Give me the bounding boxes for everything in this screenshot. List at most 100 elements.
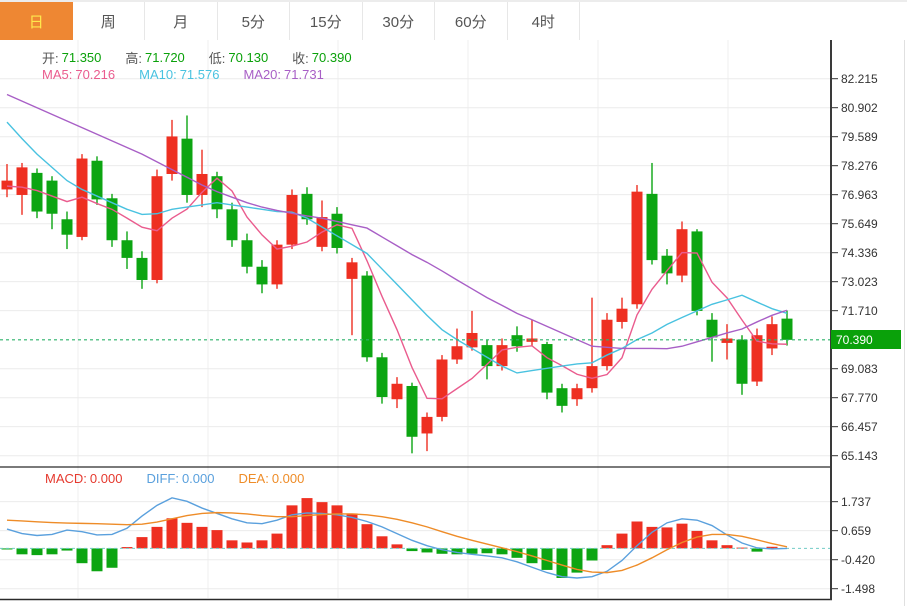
macd-histogram-bar bbox=[571, 548, 583, 573]
macd-histogram-bar bbox=[451, 548, 463, 555]
macd-histogram-bar bbox=[46, 548, 58, 555]
dea-line bbox=[6, 511, 788, 574]
candle-body bbox=[46, 180, 58, 214]
y-axis-tick-label: 80.902 bbox=[841, 101, 878, 115]
candle-body bbox=[301, 193, 313, 220]
candle-body bbox=[286, 194, 298, 245]
macd-histogram-bar bbox=[121, 547, 133, 549]
macd-histogram-bar bbox=[661, 527, 673, 549]
candle-body bbox=[106, 198, 118, 241]
macd-histogram-bar bbox=[466, 548, 478, 554]
high-value: 71.720 bbox=[145, 50, 185, 65]
macd-histogram-bar bbox=[436, 548, 448, 554]
macd-histogram-bar bbox=[1, 548, 13, 550]
ma5-readout: MA5: 70.216 bbox=[42, 67, 115, 82]
candle-body bbox=[31, 172, 43, 212]
macd-axis-tick-label: 0.659 bbox=[841, 524, 871, 538]
interval-tab-5min[interactable]: 5分 bbox=[217, 2, 290, 40]
close-readout: 收: 70.390 bbox=[292, 48, 351, 67]
macd-histogram-bar bbox=[151, 526, 163, 549]
macd-histogram-bar bbox=[496, 548, 508, 555]
macd-value-readout: MACD: 0.000 bbox=[45, 471, 122, 486]
interval-tab-60min[interactable]: 60分 bbox=[435, 2, 508, 40]
macd-histogram-bar bbox=[391, 544, 403, 549]
macd-histogram-bar bbox=[556, 548, 568, 578]
macd-histogram-bar bbox=[76, 548, 88, 564]
close-value: 70.390 bbox=[311, 50, 352, 65]
candle-body bbox=[421, 416, 433, 434]
macd-histogram-bar bbox=[376, 536, 388, 549]
candle-body bbox=[556, 388, 568, 406]
interval-tab-month[interactable]: 月 bbox=[145, 2, 218, 40]
macd-histogram-bar bbox=[601, 545, 613, 549]
ma5-label: MA5: bbox=[42, 67, 73, 82]
ma10-line bbox=[6, 121, 788, 374]
macd-histogram-bar bbox=[256, 540, 268, 549]
macd-histogram-bar bbox=[226, 540, 238, 549]
macd-histogram-bar bbox=[346, 513, 358, 549]
low-value: 70.130 bbox=[228, 50, 269, 65]
macd-histogram-bar bbox=[616, 533, 628, 549]
candle-body bbox=[526, 338, 538, 342]
macd-histogram-bar bbox=[316, 502, 328, 549]
candle-body bbox=[496, 345, 508, 367]
macd-histogram-bar bbox=[421, 548, 433, 553]
macd-axis-tick-label: 1.737 bbox=[841, 495, 871, 509]
macd-histogram-bar bbox=[181, 522, 193, 549]
ma5-value: 70.216 bbox=[75, 67, 116, 82]
diff-line bbox=[6, 497, 788, 579]
ma20-value: 71.731 bbox=[284, 67, 324, 82]
interval-tab-30min[interactable]: 30分 bbox=[362, 2, 435, 40]
interval-tab-day[interactable]: 日 bbox=[0, 2, 73, 40]
candle-body bbox=[151, 176, 163, 280]
macd-histogram-bar bbox=[61, 548, 73, 551]
macd-histogram-bar bbox=[301, 498, 313, 549]
candle-body bbox=[136, 257, 148, 280]
candle-body bbox=[211, 176, 223, 210]
macd-histogram-bar bbox=[361, 524, 373, 549]
macd-histogram-bar bbox=[331, 505, 343, 549]
candle-body bbox=[721, 338, 733, 343]
high-readout: 高: 71.720 bbox=[125, 48, 184, 67]
close-label: 收: bbox=[292, 51, 309, 66]
candle-body bbox=[451, 346, 463, 360]
y-axis-tick-label: 71.710 bbox=[841, 304, 878, 318]
macd-histogram-bar bbox=[196, 526, 208, 549]
open-value: 71.350 bbox=[61, 50, 102, 65]
y-axis-tick-label: 66.457 bbox=[841, 420, 878, 434]
y-axis-tick-label: 78.276 bbox=[841, 159, 878, 173]
y-axis-tick-label: 74.336 bbox=[841, 246, 878, 260]
candle-body bbox=[346, 262, 358, 279]
ma20-readout: MA20: 71.731 bbox=[243, 67, 323, 82]
ma20-line bbox=[6, 93, 788, 350]
macd-histogram-bar bbox=[91, 548, 103, 572]
ma10-value: 71.576 bbox=[179, 67, 220, 82]
candle-body bbox=[601, 319, 613, 367]
y-axis-tick-label: 82.215 bbox=[841, 72, 878, 86]
macd-histogram-bar bbox=[706, 540, 718, 549]
candle-body bbox=[361, 275, 373, 358]
candle-body bbox=[511, 335, 523, 347]
macd-histogram-bar bbox=[586, 548, 598, 561]
ma10-readout: MA10: 71.576 bbox=[139, 67, 219, 82]
interval-tab-4hour[interactable]: 4时 bbox=[507, 2, 580, 40]
candle-body bbox=[436, 359, 448, 417]
candle-body bbox=[226, 209, 238, 241]
y-axis-tick-label: 67.770 bbox=[841, 391, 878, 405]
candle-body bbox=[706, 319, 718, 338]
candle-body bbox=[691, 231, 703, 311]
y-axis-tick-label: 65.143 bbox=[841, 449, 878, 463]
last-price-value: 70.390 bbox=[836, 332, 873, 347]
high-label: 高: bbox=[125, 51, 143, 66]
macd-histogram-bar bbox=[676, 523, 688, 549]
open-label: 开: bbox=[42, 51, 59, 66]
y-axis-tick-label: 73.023 bbox=[841, 275, 878, 289]
interval-tab-week[interactable]: 周 bbox=[72, 2, 145, 40]
macd-histogram-bar bbox=[481, 548, 493, 554]
candle-body bbox=[181, 138, 193, 195]
macd-histogram-bar bbox=[211, 530, 223, 549]
candle-body bbox=[331, 213, 343, 248]
candle-body bbox=[256, 266, 268, 285]
interval-tab-15min[interactable]: 15分 bbox=[290, 2, 363, 40]
